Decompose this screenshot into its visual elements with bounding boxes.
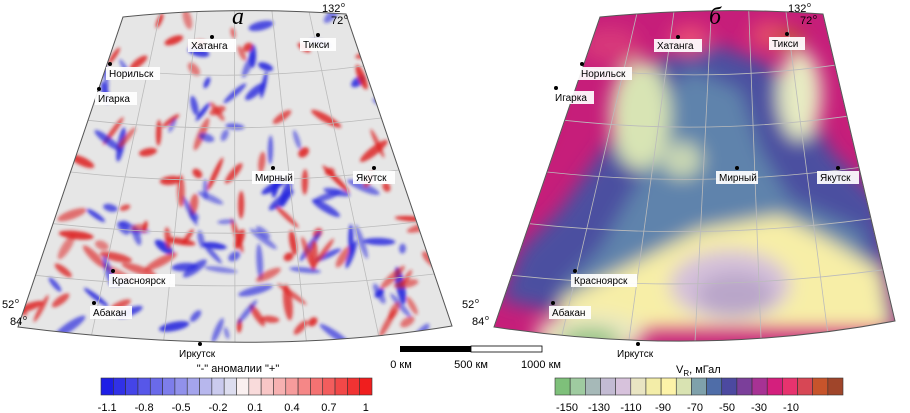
city-label: Игарка	[98, 94, 130, 105]
scale-label-0: 0 км	[390, 359, 412, 371]
legend-a-tick: -0.8	[135, 402, 154, 413]
legend-b-tick: -130	[588, 402, 610, 413]
panel-a-lat-bottom-degree: o	[15, 298, 19, 305]
city-dot	[316, 33, 320, 37]
legend-a-tick: 0.7	[321, 402, 336, 413]
city-label: Игарка	[555, 93, 587, 104]
legend-a-tick: 0.1	[247, 402, 262, 413]
legend-a-title: "-" аномалии "+"	[197, 363, 280, 375]
legend-anomalies: "-" аномалии "+" -1.1 -0.8 -0.5 -0.2 0.1 0.4 0…	[98, 363, 373, 413]
city-dot	[271, 166, 275, 170]
legend-gravity: VR, мГал -150 -130 -110 -90 -70 -50 -30 -10	[554, 364, 844, 413]
scale-bar: 0 км 500 км 1000 км	[390, 345, 561, 371]
city-dot	[210, 35, 214, 39]
panel-a-letter: а	[232, 4, 244, 30]
legend-a-tick: -0.5	[172, 402, 191, 413]
panel-a-lat-top: 72	[331, 15, 343, 27]
city-dot	[636, 342, 640, 346]
city-label: Иркутск	[617, 349, 654, 360]
panel-a-lon-top-degree: o	[341, 2, 345, 9]
panel-b-lon-top: 132	[788, 3, 806, 15]
scale-bar-black-segment	[400, 346, 471, 352]
city-dot	[97, 87, 101, 91]
panel-a-lat-bottom: 52	[2, 299, 14, 311]
legend-b-tick-labels: -150 -130 -110 -90 -70 -50 -30 -10	[556, 402, 799, 413]
city-dot	[372, 166, 376, 170]
city-dot	[676, 35, 680, 39]
city-label: Тикси	[303, 40, 329, 51]
city-label: Якутск	[820, 173, 851, 184]
city-label: Якутск	[356, 173, 387, 184]
legend-b-tick: -110	[620, 402, 641, 413]
city-labels-b: Хатанга Тикси Норильск Игарка Мирный Якутск Кр…	[549, 32, 859, 360]
panel-b-lat-top-degree: o	[813, 14, 817, 21]
legend-a-tick-labels: -1.1 -0.8 -0.5 -0.2 0.1 0.4 0.7 1	[98, 402, 369, 413]
city-dot	[580, 62, 584, 66]
legend-b-tick: -90	[655, 402, 671, 413]
panel-a-lon-bottom: 84	[10, 316, 22, 328]
city-label: Иркутск	[179, 349, 216, 360]
panel-b-lon-bottom-degree: o	[485, 315, 489, 322]
map-b-frame	[493, 10, 896, 342]
city-dot	[111, 269, 115, 273]
city-label: Хатанга	[191, 41, 228, 52]
city-label: Красноярск	[574, 276, 628, 287]
city-label: Абакан	[93, 307, 126, 319]
panel-b-letter: б	[709, 4, 722, 30]
legend-b-tick: -30	[751, 402, 767, 413]
city-dot	[785, 32, 789, 36]
legend-a-tick: -0.2	[209, 402, 228, 413]
panel-b-lat-bottom: 52	[462, 299, 474, 311]
panel-b-lon-top-degree: o	[807, 2, 811, 9]
scale-bar-white-segment	[470, 345, 543, 353]
city-label: Мирный	[255, 173, 293, 184]
city-label: Тикси	[772, 39, 798, 50]
panel-a-lat-top-degree: o	[344, 14, 348, 21]
city-dot	[735, 166, 739, 170]
scale-label-500: 500 км	[454, 359, 488, 371]
legend-b-tick: -150	[556, 402, 578, 413]
panel-a-lon-bottom-degree: o	[23, 315, 27, 322]
city-dot	[836, 166, 840, 170]
city-labels-a: Хатанга Тикси Норильск Игарка Мирный Якутск Кр…	[90, 33, 395, 360]
panel-b-lon-bottom: 84	[472, 316, 484, 328]
city-label: Норильск	[581, 69, 626, 80]
panel-a-lon-top: 132	[322, 3, 340, 15]
city-label: Хатанга	[657, 41, 694, 52]
legend-b-tick: -50	[719, 402, 735, 413]
legend-b-swatches	[554, 377, 844, 396]
legend-a-tick: -1.1	[98, 402, 117, 413]
city-dot	[198, 342, 202, 346]
panel-b-lat-top: 72	[800, 15, 812, 27]
map-a-frame	[17, 10, 453, 343]
city-dot	[92, 301, 96, 305]
city-dot	[108, 62, 112, 66]
city-dot	[551, 301, 555, 305]
city-label: Мирный	[719, 173, 757, 184]
city-dot	[554, 86, 558, 90]
legend-a-tick: 1	[363, 402, 369, 413]
legend-b-tick: -10	[783, 402, 799, 413]
legend-b-title: VR, мГал	[676, 364, 721, 378]
legend-b-tick: -70	[687, 402, 703, 413]
legend-a-tick: 0.4	[284, 402, 299, 413]
city-dot	[573, 269, 577, 273]
scale-label-1000: 1000 км	[521, 359, 561, 371]
panel-b-lat-bottom-degree: o	[475, 298, 479, 305]
city-label: Норильск	[109, 69, 154, 80]
city-label: Красноярск	[112, 276, 166, 287]
legend-a-swatches	[100, 377, 373, 396]
city-label: Абакан	[552, 307, 585, 319]
